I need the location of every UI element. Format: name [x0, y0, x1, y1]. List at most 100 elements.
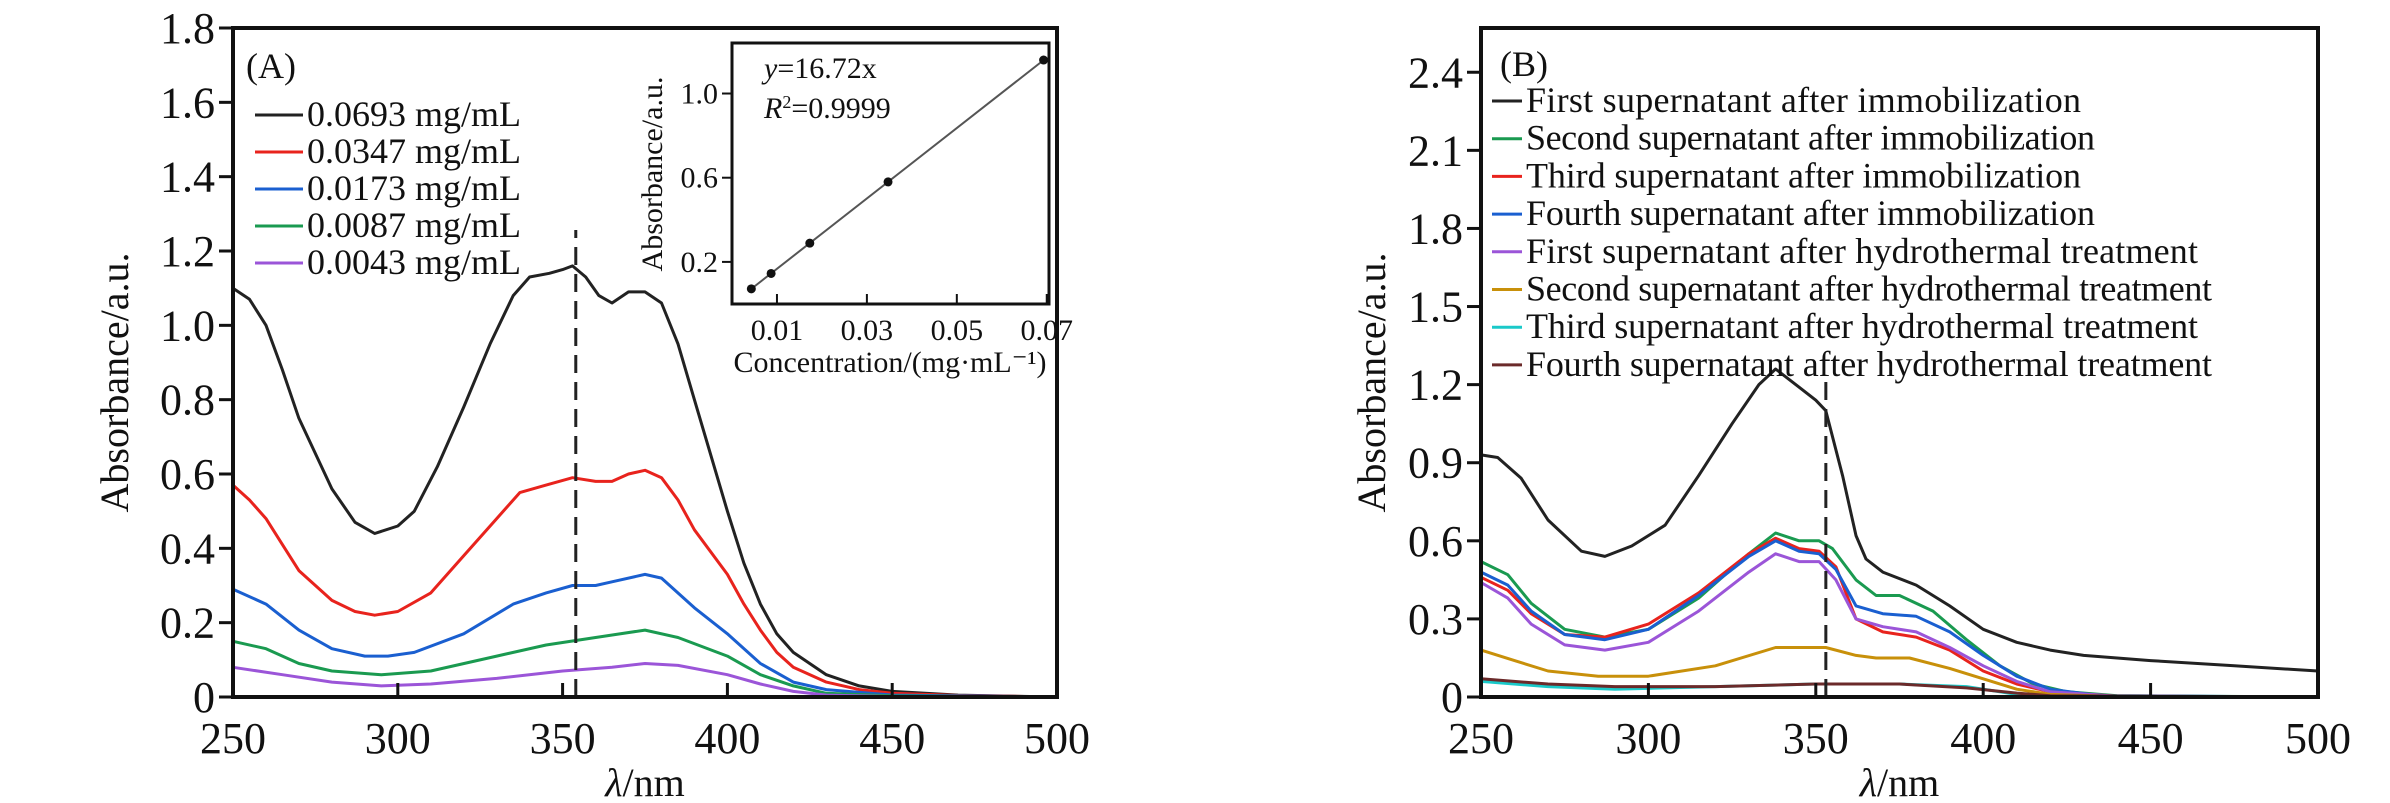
legend-label: First supernatant after hydrothermal tre…: [1526, 231, 2198, 271]
inset-calibration-plot: 0.01 0.03 0.05 0.07 0.2 0.6 1.0 Concentration/(…: [636, 41, 1074, 379]
legend-label: Fourth supernatant after immobilization: [1526, 193, 2095, 233]
legend-label: 0.0173 mg/mL: [307, 168, 521, 208]
r-squared-exponent: 2: [782, 92, 791, 112]
legend-item: Fourth supernatant after immobilization: [1492, 193, 2095, 233]
x-tick-label: 350: [530, 714, 596, 763]
inset-x-tick-label: 0.01: [751, 314, 804, 347]
x-axis-label-symbol: λ: [1859, 760, 1877, 803]
legend-item: 0.0347 mg/mL: [255, 131, 521, 171]
inset-x-axis-label: Concentration/(mg·mL⁻¹): [733, 346, 1046, 379]
inset-y-tick-label: 1.0: [681, 78, 719, 111]
y-tick-label: 0.6: [160, 450, 215, 499]
series-line-5: [1480, 646, 2319, 699]
y-tick-label: 0.2: [160, 599, 215, 648]
legend-label: 0.0347 mg/mL: [307, 131, 521, 171]
series-line-4: [1480, 552, 2319, 699]
legend-label: 0.0087 mg/mL: [307, 205, 521, 245]
inset-x-tick-label: 0.07: [1021, 314, 1074, 347]
data-point: [805, 238, 815, 248]
legend-label: Second supernatant after immobilization: [1526, 118, 2095, 158]
legend-label: 0.0043 mg/mL: [307, 242, 521, 282]
series-line-7: [1480, 677, 2319, 699]
plot-frame: [1479, 26, 2320, 699]
r-squared-value: =0.9999: [791, 92, 890, 125]
data-point: [746, 284, 756, 294]
x-axis-label-unit: /nm: [623, 760, 685, 803]
legend-item: 0.0087 mg/mL: [255, 205, 521, 245]
inset-y-tick-label: 0.6: [681, 162, 719, 195]
series-line-2: [1480, 536, 2319, 699]
x-tick-label: 450: [859, 714, 925, 763]
y-tick-label: 1.6: [160, 78, 215, 127]
y-tick-label: 0.3: [1408, 595, 1463, 644]
fit-equation: y=16.72x: [761, 52, 877, 85]
series-line-1: [231, 468, 1058, 699]
series-line-4: [232, 662, 1058, 699]
x-tick-label: 500: [1024, 714, 1090, 763]
y-axis-label: Absorbance/a.u.: [92, 253, 137, 513]
y-tick-label: 0.8: [160, 376, 215, 425]
y-tick-label: 0.6: [1408, 517, 1463, 566]
series-line-0: [232, 264, 1058, 699]
legend-item: Second supernatant after hydrothermal tr…: [1492, 269, 2212, 309]
inset-y-tick-label: 0.2: [681, 246, 719, 279]
legend-label: 0.0693 mg/mL: [307, 94, 521, 134]
series-line-2: [232, 572, 1058, 699]
series-line-3: [1480, 539, 2319, 699]
legend-item: 0.0043 mg/mL: [255, 242, 521, 282]
legend-label: Fourth supernatant after hydrothermal tr…: [1526, 344, 2212, 384]
y-tick-label: 1.5: [1408, 283, 1463, 332]
panel-label: (B): [1500, 44, 1548, 84]
x-tick-label: 450: [2118, 714, 2184, 763]
legend-label: Third supernatant after hydrothermal tre…: [1526, 306, 2198, 346]
y-tick-label: 1.2: [160, 227, 215, 276]
fit-equation-rest: =16.72x: [777, 52, 876, 85]
x-tick-label: 300: [1615, 714, 1681, 763]
data-point: [766, 268, 776, 278]
inset-x-tick-label: 0.03: [841, 314, 894, 347]
fit-line: [750, 59, 1045, 290]
y-tick-label: 2.1: [1408, 126, 1463, 175]
panel-b: 250 300 350 400 450 500 0 0.3 0.6 0.9 1.2 1.5 1.8 2.1…: [1349, 26, 2351, 803]
y-tick-label: 1.0: [160, 301, 215, 350]
x-tick-label: 250: [1448, 714, 1514, 763]
y-tick-label: 0: [193, 673, 215, 722]
legend-item: First supernatant after hydrothermal tre…: [1492, 231, 2198, 271]
legend-item: Fourth supernatant after hydrothermal tr…: [1492, 344, 2212, 384]
inset-frame: [730, 41, 1051, 306]
r-squared: R2=0.9999: [763, 92, 891, 125]
legend-item: 0.0693 mg/mL: [255, 94, 521, 134]
x-tick-label: 250: [200, 714, 266, 763]
series-line-3: [232, 628, 1058, 699]
y-tick-label: 1.8: [160, 4, 215, 53]
legend: 0.0693 mg/mL0.0347 mg/mL0.0173 mg/mL0.00…: [255, 94, 521, 282]
y-tick-label: 0: [1441, 673, 1463, 722]
y-tick-label: 1.4: [160, 153, 215, 202]
plot-frame: [231, 26, 1059, 699]
x-tick-label: 400: [1950, 714, 2016, 763]
legend-item: Third supernatant after immobilization: [1492, 155, 2081, 195]
x-tick-label: 350: [1783, 714, 1849, 763]
x-axis-label: λ/nm: [604, 760, 685, 803]
x-axis-label-symbol: λ: [604, 760, 622, 803]
inset-y-axis-label: Absorbance/a.u.: [636, 77, 669, 272]
legend-item: 0.0173 mg/mL: [255, 168, 521, 208]
r-squared-symbol: R: [763, 92, 782, 125]
legend-label: First supernatant after immobilization: [1526, 80, 2081, 120]
legend-label: Second supernatant after hydrothermal tr…: [1526, 269, 2212, 309]
y-tick-label: 1.2: [1408, 361, 1463, 410]
x-axis-label: λ/nm: [1859, 760, 1940, 803]
x-tick-label: 300: [365, 714, 431, 763]
x-tick-label: 500: [2285, 714, 2351, 763]
data-point: [1039, 55, 1049, 65]
legend: First supernatant after immobilizationSe…: [1492, 80, 2212, 384]
x-tick-label: 400: [694, 714, 760, 763]
data-point: [883, 177, 893, 187]
y-axis-label: Absorbance/a.u.: [1349, 253, 1394, 513]
fit-equation-var: y: [761, 52, 778, 85]
y-tick-label: 1.8: [1408, 204, 1463, 253]
x-axis-label-unit: /nm: [1877, 760, 1939, 803]
y-tick-label: 0.4: [160, 524, 215, 573]
inset-x-tick-label: 0.05: [931, 314, 984, 347]
